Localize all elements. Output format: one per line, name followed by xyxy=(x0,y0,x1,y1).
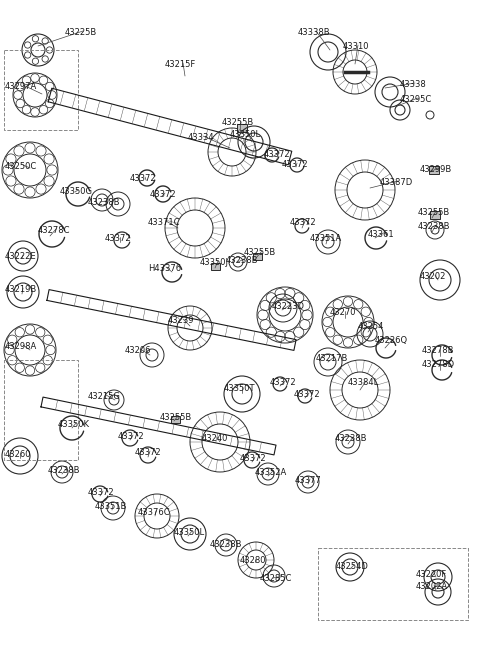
Text: 43222E: 43222E xyxy=(5,252,36,261)
Text: 43372: 43372 xyxy=(118,432,144,441)
Text: 43220F: 43220F xyxy=(416,570,447,579)
Bar xyxy=(4,50,78,130)
Text: 43338: 43338 xyxy=(400,80,427,89)
Text: 43372: 43372 xyxy=(294,390,321,399)
Text: 43206: 43206 xyxy=(125,346,152,355)
Text: 43350T: 43350T xyxy=(224,384,255,393)
Text: 43255B: 43255B xyxy=(244,248,276,257)
Text: 43372: 43372 xyxy=(282,160,309,169)
Text: 43371C: 43371C xyxy=(148,218,180,227)
Text: 43238B: 43238B xyxy=(48,466,81,475)
Text: 43350J: 43350J xyxy=(200,258,229,267)
Text: 43238B: 43238B xyxy=(418,222,451,231)
Text: 43238B: 43238B xyxy=(210,540,242,549)
Bar xyxy=(429,166,439,174)
Text: H43376: H43376 xyxy=(148,264,181,273)
Text: 43351B: 43351B xyxy=(95,502,127,511)
Text: 43225B: 43225B xyxy=(65,28,97,37)
Text: 43254: 43254 xyxy=(358,322,384,331)
Text: 43240: 43240 xyxy=(202,434,228,443)
Text: 43270: 43270 xyxy=(330,308,357,317)
Text: 43255B: 43255B xyxy=(418,208,450,217)
Text: 43238B: 43238B xyxy=(335,434,368,443)
Text: 43260: 43260 xyxy=(5,450,32,459)
Text: 43372: 43372 xyxy=(270,378,297,387)
Bar xyxy=(252,252,262,260)
Bar xyxy=(430,211,440,219)
Text: 43384L: 43384L xyxy=(348,378,379,387)
Text: 43255B: 43255B xyxy=(222,118,254,127)
Text: 43278D: 43278D xyxy=(422,360,455,369)
Text: 43239: 43239 xyxy=(168,316,194,325)
Text: 43361: 43361 xyxy=(368,230,395,239)
Text: 43215F: 43215F xyxy=(165,60,196,69)
Text: 43238B: 43238B xyxy=(88,198,120,207)
Bar xyxy=(237,124,247,132)
Text: 43310: 43310 xyxy=(343,42,370,51)
Text: 43372: 43372 xyxy=(88,488,115,497)
Text: 43377: 43377 xyxy=(295,476,322,485)
Text: 43217B: 43217B xyxy=(316,354,348,363)
Text: 43372: 43372 xyxy=(150,190,177,199)
Text: 43372: 43372 xyxy=(135,448,162,457)
Text: 43297A: 43297A xyxy=(5,82,37,91)
Text: 43372: 43372 xyxy=(240,454,266,463)
Text: 43338B: 43338B xyxy=(298,28,331,37)
Text: 43250C: 43250C xyxy=(5,162,37,171)
Text: 43372: 43372 xyxy=(264,150,290,159)
Text: 43350L: 43350L xyxy=(174,528,205,537)
Text: 43350K: 43350K xyxy=(58,420,90,429)
Text: 43376C: 43376C xyxy=(138,508,170,517)
Text: 43219B: 43219B xyxy=(5,285,37,294)
Text: 43350G: 43350G xyxy=(60,187,93,196)
Text: 43298A: 43298A xyxy=(5,342,37,351)
Text: 43387D: 43387D xyxy=(380,178,413,187)
Bar xyxy=(318,548,468,620)
Text: 43255B: 43255B xyxy=(160,413,192,422)
Text: 43278C: 43278C xyxy=(38,226,71,235)
Text: 43372: 43372 xyxy=(290,218,317,227)
Text: 43238B: 43238B xyxy=(226,256,259,265)
Text: 43278B: 43278B xyxy=(422,346,455,355)
Text: 43350L: 43350L xyxy=(230,130,261,139)
Text: 43372: 43372 xyxy=(105,234,132,243)
Text: 43280: 43280 xyxy=(240,556,266,565)
Text: 43202: 43202 xyxy=(420,272,446,281)
Text: 43295C: 43295C xyxy=(400,95,432,104)
Text: 43299B: 43299B xyxy=(420,165,452,174)
Text: 43351A: 43351A xyxy=(310,234,342,243)
Text: 43334: 43334 xyxy=(188,133,215,142)
Text: 43226Q: 43226Q xyxy=(375,336,408,345)
Text: 43202A: 43202A xyxy=(416,582,448,591)
Text: 43372: 43372 xyxy=(130,174,156,183)
Bar xyxy=(170,415,180,423)
Bar xyxy=(4,360,78,460)
Bar xyxy=(211,262,219,270)
Text: 43215G: 43215G xyxy=(88,392,121,401)
Text: 43285C: 43285C xyxy=(260,574,292,583)
Text: 43223D: 43223D xyxy=(272,302,305,311)
Text: 43352A: 43352A xyxy=(255,468,287,477)
Text: 43254D: 43254D xyxy=(336,562,369,571)
